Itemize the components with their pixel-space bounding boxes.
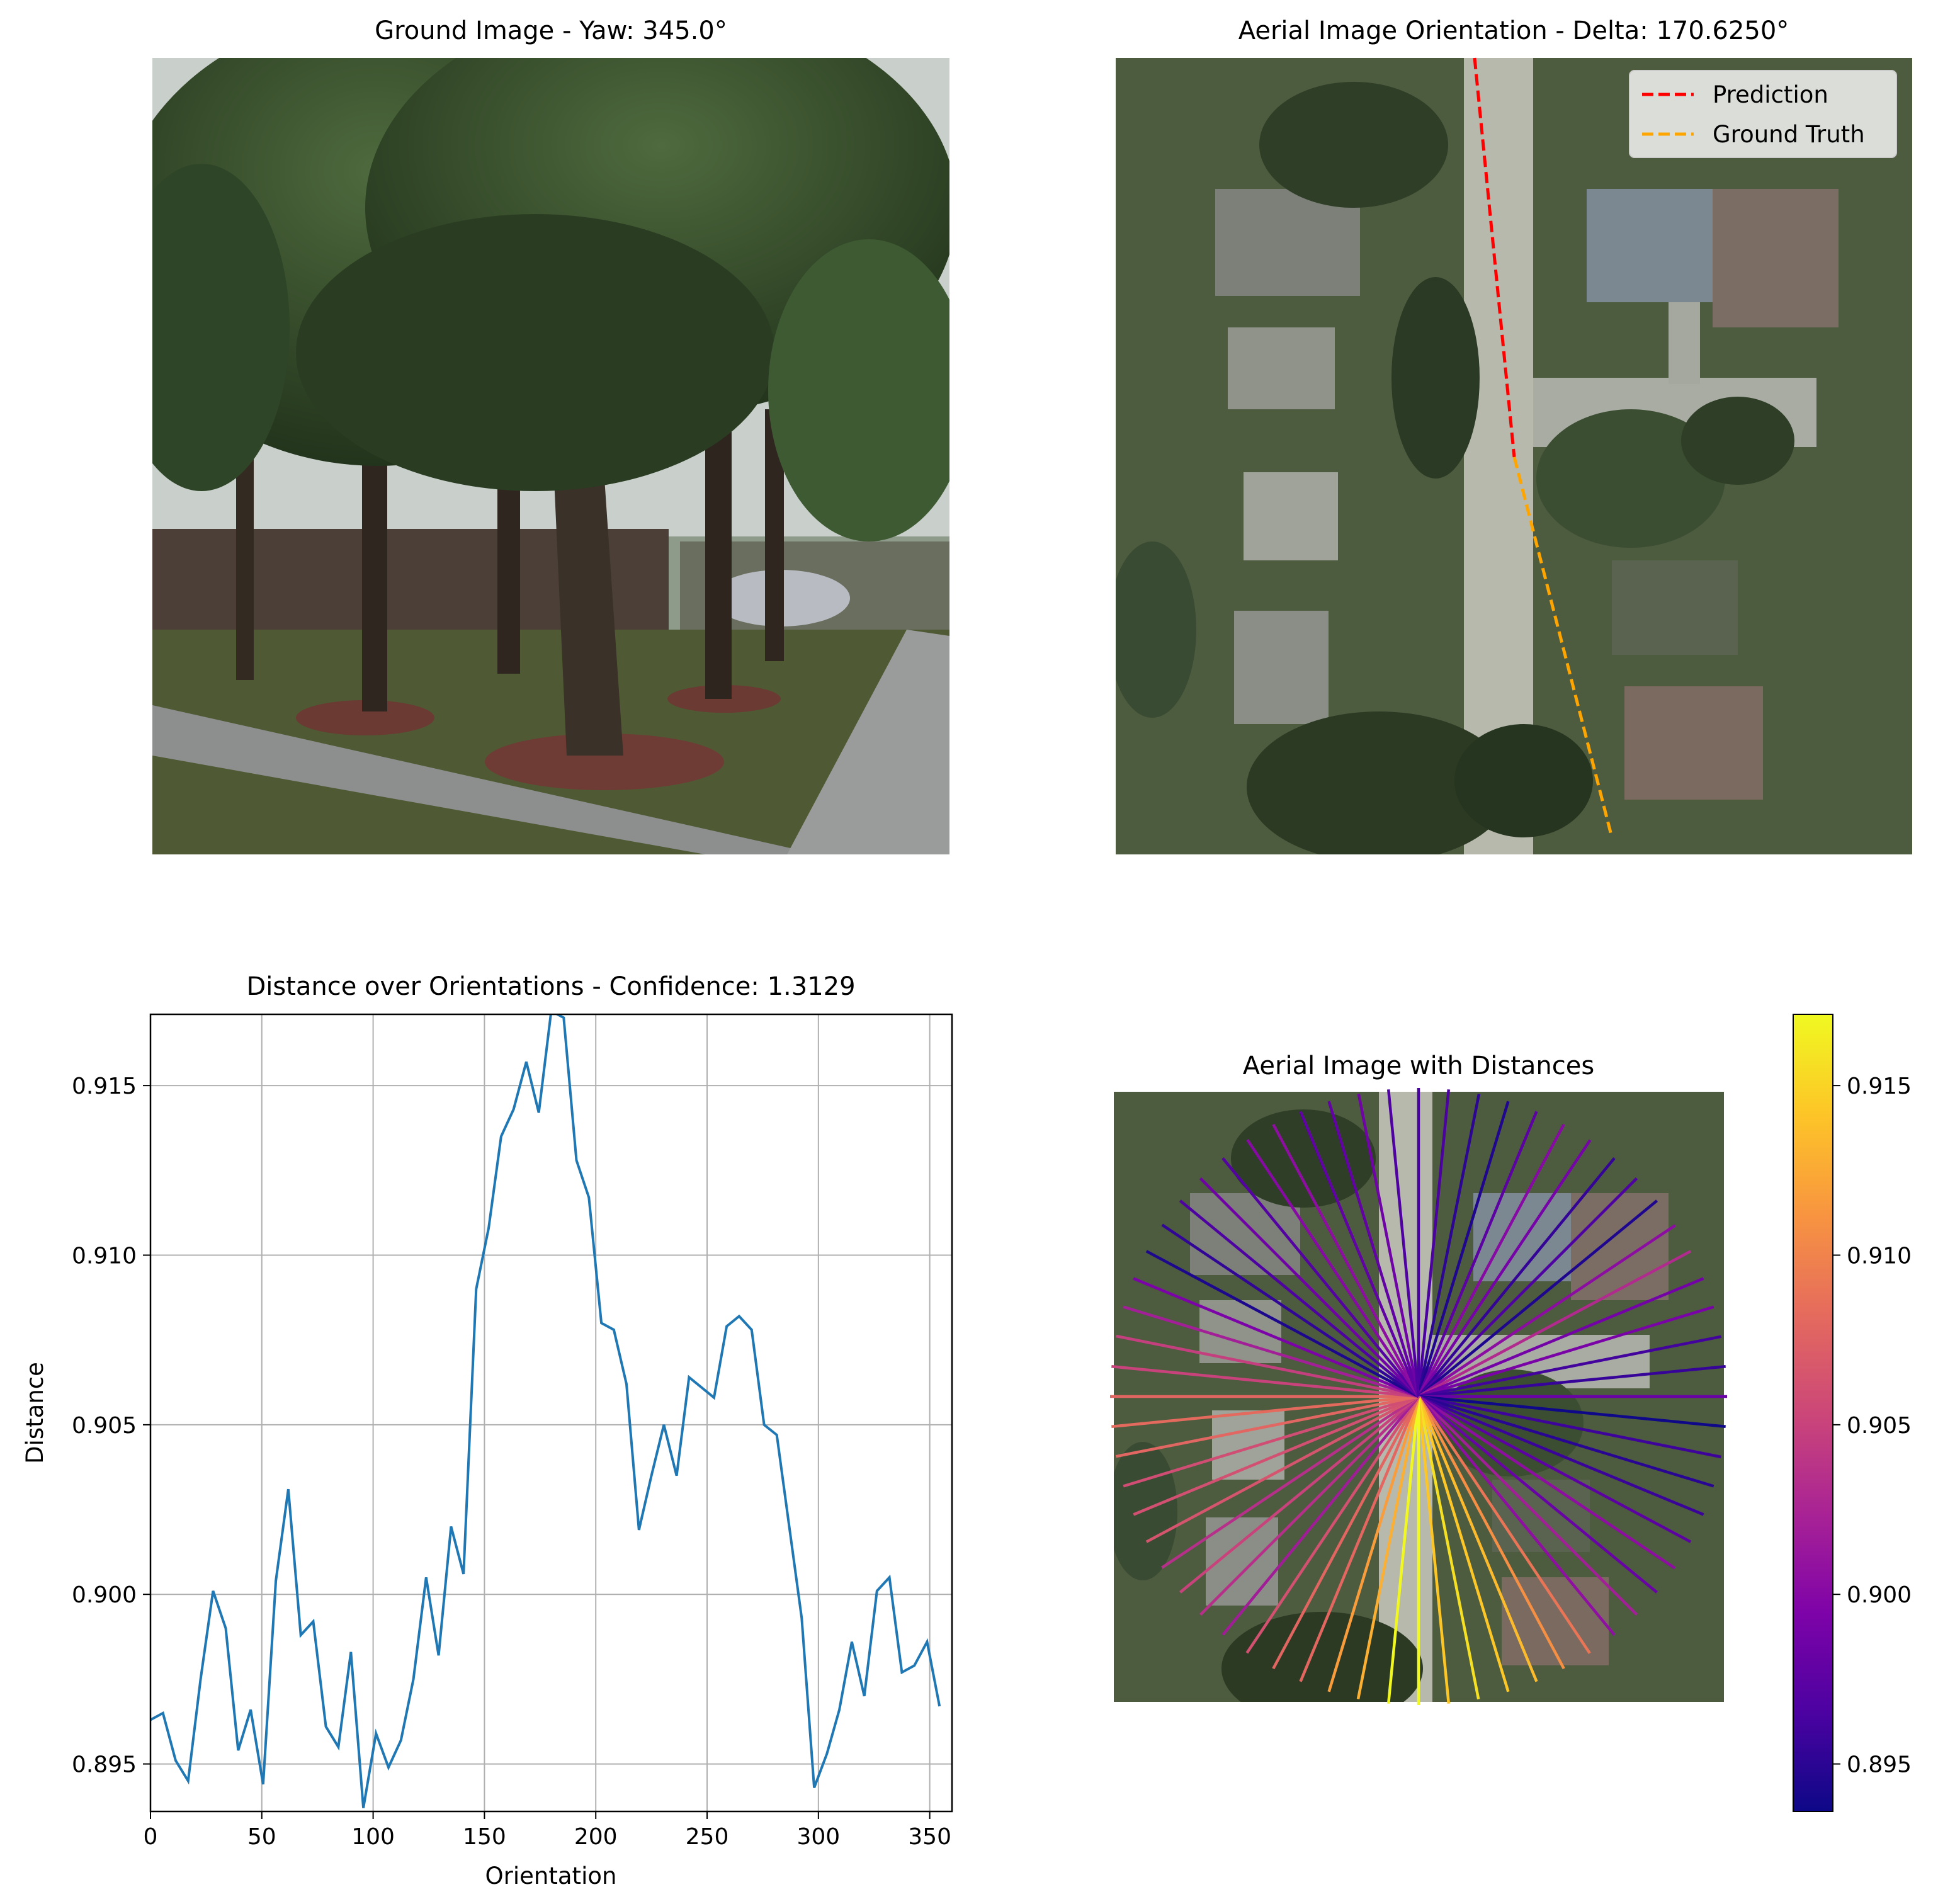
- colorbar: [1793, 1014, 1833, 1812]
- distance-ray: [1417, 1396, 1510, 1692]
- distance-ray: [1417, 1395, 1658, 1594]
- distance-ray: [1179, 1395, 1420, 1594]
- distance-ray: [1417, 1139, 1592, 1398]
- legend-prediction-label: Prediction: [1713, 81, 1828, 108]
- distance-ray: [1145, 1250, 1420, 1398]
- distance-rays: [1110, 1088, 1727, 1705]
- distance-ray: [1417, 1224, 1676, 1398]
- distance-ray: [1418, 1305, 1714, 1398]
- colorbar-ticks: 0.895 0.900 0.905 0.910 0.915: [1833, 1074, 1912, 1778]
- y-tick-label: 0.915: [72, 1074, 137, 1099]
- distance-ray: [1417, 1396, 1480, 1700]
- distance-ray: [1221, 1157, 1420, 1398]
- y-tick-label: 0.895: [72, 1752, 137, 1778]
- distance-ray: [1417, 1395, 1616, 1636]
- distance-ray: [1417, 1199, 1658, 1398]
- distance-ray: [1115, 1395, 1419, 1458]
- distance-ray: [1417, 1395, 1591, 1654]
- distance-ray: [1356, 1396, 1420, 1699]
- distance-ray: [1199, 1395, 1420, 1616]
- distance-ray: [1417, 1123, 1565, 1398]
- distance-ray: [1418, 1335, 1722, 1398]
- x-tick-label: 150: [463, 1824, 506, 1850]
- ground-panel-title: Ground Image - Yaw: 345.0°: [375, 16, 727, 45]
- aerial-image: [1116, 58, 1912, 854]
- prediction-line: [1473, 57, 1516, 458]
- distance-ray: [1417, 1395, 1565, 1670]
- ground-image: [152, 58, 949, 854]
- distance-ray: [1417, 1177, 1638, 1398]
- distance-ray: [1145, 1395, 1420, 1543]
- distance-ray: [1386, 1089, 1420, 1397]
- distance-ray: [1417, 1089, 1451, 1397]
- line-chart-frame: [149, 1013, 953, 1813]
- distance-ray: [1418, 1364, 1726, 1398]
- distance-ray: [1417, 1157, 1616, 1398]
- colorbar-tick-label: 0.915: [1847, 1074, 1912, 1099]
- distance-ray: [1417, 1111, 1538, 1397]
- distance-ray: [1133, 1395, 1419, 1516]
- x-tick-label: 300: [796, 1824, 840, 1850]
- aerial-legend: Prediction Ground Truth: [1629, 70, 1897, 158]
- distance-ray: [1179, 1199, 1420, 1398]
- line-chart-ticks: 0 50 100 150 200 250 300 350 0.895 0.900 0.905 0.91…: [72, 1074, 951, 1850]
- distance-ray: [1327, 1101, 1420, 1397]
- distance-ray: [1418, 1277, 1704, 1398]
- distance-ray: [1418, 1395, 1721, 1459]
- distance-ray: [1246, 1139, 1420, 1398]
- colorbar-tick-label: 0.900: [1847, 1582, 1912, 1608]
- distance-ray: [1327, 1396, 1420, 1692]
- distance-ray: [1417, 1250, 1692, 1398]
- distance-ray: [1418, 1395, 1726, 1429]
- colorbar-tick-label: 0.910: [1847, 1243, 1912, 1269]
- y-tick-label: 0.900: [72, 1582, 137, 1608]
- distance-ray: [1221, 1395, 1420, 1636]
- distance-ray: [1133, 1277, 1419, 1398]
- distance-ray: [1417, 1396, 1538, 1682]
- x-tick-label: 200: [574, 1824, 618, 1850]
- x-tick-label: 100: [351, 1824, 395, 1850]
- distance-ray: [1272, 1123, 1420, 1398]
- distance-ray: [1111, 1364, 1419, 1398]
- distance-ray: [1417, 1395, 1638, 1616]
- distance-ray: [1417, 1094, 1481, 1397]
- line-chart-title: Distance over Orientations - Confidence:…: [246, 972, 855, 1001]
- x-tick-label: 350: [908, 1824, 951, 1850]
- colorbar-tick-label: 0.895: [1847, 1752, 1912, 1778]
- legend-ground-truth-label: Ground Truth: [1713, 121, 1865, 148]
- colorbar-tick-label: 0.905: [1847, 1413, 1912, 1439]
- x-tick-label: 250: [686, 1824, 729, 1850]
- distance-ray: [1417, 1396, 1451, 1704]
- y-tick-label: 0.905: [72, 1413, 137, 1439]
- dist-aerial-title: Aerial Image with Distances: [1243, 1051, 1594, 1080]
- distance-ray: [1161, 1395, 1420, 1569]
- distance-series-line: [150, 1014, 941, 1808]
- line-chart-grid: [150, 1014, 952, 1811]
- aerial-panel-title: Aerial Image Orientation - Delta: 170.62…: [1238, 16, 1789, 45]
- distance-ray: [1272, 1395, 1420, 1670]
- distance-ray: [1116, 1334, 1419, 1398]
- distance-ray: [1245, 1395, 1420, 1654]
- distance-ray: [1386, 1396, 1420, 1704]
- y-axis-label: Distance: [21, 1362, 48, 1464]
- distance-ray: [1123, 1395, 1419, 1488]
- x-axis-label: Orientation: [485, 1862, 617, 1890]
- x-tick-label: 50: [247, 1824, 276, 1850]
- y-tick-label: 0.910: [72, 1243, 137, 1269]
- distance-ray: [1357, 1093, 1420, 1397]
- distance-ray: [1417, 1395, 1676, 1570]
- distance-ray: [1418, 1395, 1714, 1488]
- distance-ray: [1417, 1395, 1692, 1543]
- distance-ray: [1199, 1177, 1420, 1398]
- distance-ray: [1418, 1395, 1704, 1516]
- distance-ray: [1161, 1223, 1420, 1398]
- distance-ray: [1111, 1395, 1419, 1429]
- x-tick-label: 0: [144, 1824, 158, 1850]
- distance-ray: [1299, 1111, 1420, 1397]
- distance-ray: [1123, 1305, 1419, 1398]
- distance-ray: [1417, 1101, 1510, 1397]
- distance-ray: [1299, 1396, 1420, 1682]
